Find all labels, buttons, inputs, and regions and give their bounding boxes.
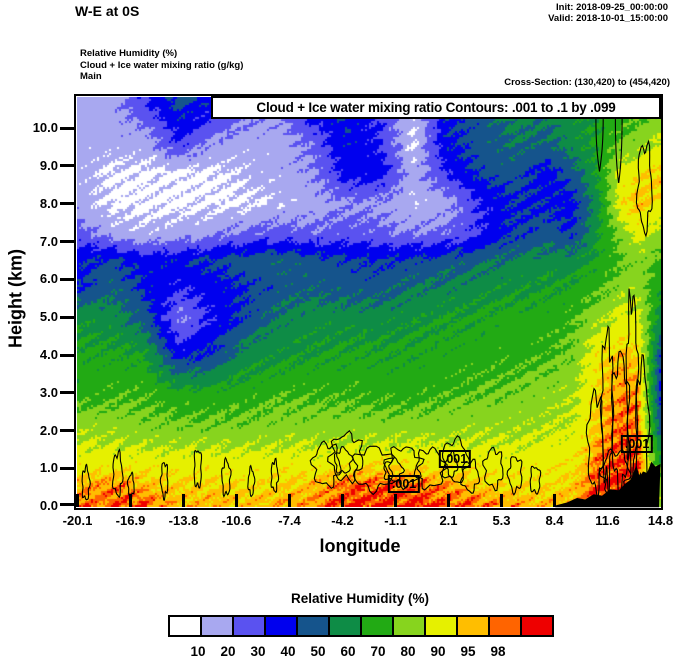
x-tick-label: 8.4 <box>545 513 564 528</box>
field-line-cloud: Cloud + Ice water mixing ratio (g/kg) <box>80 59 244 71</box>
y-tick-label: 9.0 <box>39 157 58 173</box>
colorbar-tick-label: 98 <box>490 644 506 659</box>
y-tick-label: 5.0 <box>39 309 58 325</box>
x-tick-mark <box>447 494 450 507</box>
y-axis-title: Height (km) <box>5 249 26 348</box>
x-tick-label: -1.1 <box>384 513 407 528</box>
colorbar-cell <box>360 615 394 637</box>
x-tick-mark <box>394 494 397 507</box>
contour-value-label: .001 <box>438 450 472 469</box>
colorbar-tick-label: 60 <box>340 644 356 659</box>
y-tick-mark <box>60 164 75 168</box>
y-tick-mark <box>60 277 75 281</box>
x-tick-label: 14.8 <box>647 513 674 528</box>
colorbar-tick-label: 30 <box>250 644 266 659</box>
x-tick-label: 11.6 <box>595 513 620 528</box>
y-tick-mark <box>60 502 75 506</box>
x-tick-label: -7.4 <box>278 513 301 528</box>
x-tick-label: -20.1 <box>62 513 93 528</box>
x-tick-mark <box>606 494 609 507</box>
y-tick-label: 1.0 <box>39 460 58 476</box>
contour-value-label: .001 <box>620 434 654 453</box>
rh-filled-contour-canvas <box>77 97 661 507</box>
colorbar <box>168 615 554 637</box>
colorbar-cell <box>520 615 554 637</box>
x-axis-title: longitude <box>319 536 401 556</box>
valid-time-label: Valid: 2018-10-01_15:00:00 <box>548 13 668 24</box>
x-tick-label: -10.6 <box>221 513 252 528</box>
init-time-label: Init: 2018-09-25_00:00:00 <box>556 2 668 13</box>
colorbar-title: Relative Humidity (%) <box>290 591 430 606</box>
x-tick-mark <box>288 494 291 507</box>
y-tick-label: 0.0 <box>39 498 58 514</box>
x-tick-mark <box>654 494 658 507</box>
y-tick-label: 6.0 <box>39 271 58 287</box>
colorbar-tick-label: 50 <box>310 644 326 659</box>
x-tick-mark <box>341 494 344 507</box>
y-tick-label: 8.0 <box>39 195 58 211</box>
x-tick-label: -4.2 <box>331 513 354 528</box>
x-tick-label: -13.8 <box>168 513 199 528</box>
contour-value-label: .001 <box>387 474 421 493</box>
colorbar-cell <box>328 615 362 637</box>
y-tick-label: 7.0 <box>39 233 58 249</box>
y-tick-label: 3.0 <box>39 384 58 400</box>
y-tick-mark <box>60 126 75 130</box>
colorbar-cell <box>456 615 490 637</box>
colorbar-cell <box>488 615 522 637</box>
field-line-rh: Relative Humidity (%) <box>80 48 178 59</box>
colorbar-cell <box>392 615 426 637</box>
contour-info-box: Cloud + Ice water mixing ratio Contours:… <box>211 96 661 119</box>
y-tick-mark <box>60 315 75 319</box>
y-tick-label: 10.0 <box>32 120 58 136</box>
colorbar-cell <box>232 615 266 637</box>
y-tick-label: 4.0 <box>39 347 58 363</box>
colorbar-cell <box>264 615 298 637</box>
page-title: W-E at 0S <box>75 3 140 19</box>
colorbar-tick-label: 20 <box>220 644 236 659</box>
x-tick-label: 5.3 <box>492 513 511 528</box>
colorbar-tick-label: 80 <box>400 644 416 659</box>
y-tick-mark <box>60 353 75 357</box>
x-tick-mark <box>76 494 79 507</box>
y-tick-mark <box>60 466 75 470</box>
colorbar-cell <box>168 615 202 637</box>
colorbar-tick-label: 90 <box>430 644 446 659</box>
colorbar-tick-label: 40 <box>280 644 296 659</box>
colorbar-tick-label: 10 <box>190 644 206 659</box>
y-tick-mark <box>60 429 75 433</box>
colorbar-cell <box>200 615 234 637</box>
colorbar-cell <box>424 615 458 637</box>
x-tick-mark <box>182 494 185 507</box>
colorbar-tick-label: 95 <box>460 644 476 659</box>
y-tick-mark <box>60 240 75 244</box>
field-legend: Relative Humidity (%) Cloud + Ice water … <box>80 48 243 83</box>
x-tick-mark <box>129 494 132 507</box>
colorbar-tick-label: 70 <box>370 644 386 659</box>
x-tick-mark <box>553 494 556 507</box>
y-tick-mark <box>60 391 75 395</box>
model-run-times: Init: 2018-09-25_00:00:00 Valid: 2018-10… <box>548 2 668 24</box>
x-tick-mark <box>500 494 503 507</box>
x-tick-mark <box>235 494 238 507</box>
x-tick-label: 2.1 <box>439 513 458 528</box>
colorbar-cell <box>296 615 330 637</box>
cross-section-coords: Cross-Section: (130,420) to (454,420) <box>504 77 670 88</box>
y-tick-mark <box>60 202 75 206</box>
y-tick-label: 2.0 <box>39 422 58 438</box>
x-tick-label: -16.9 <box>115 513 146 528</box>
field-line-domain: Main <box>80 71 102 82</box>
